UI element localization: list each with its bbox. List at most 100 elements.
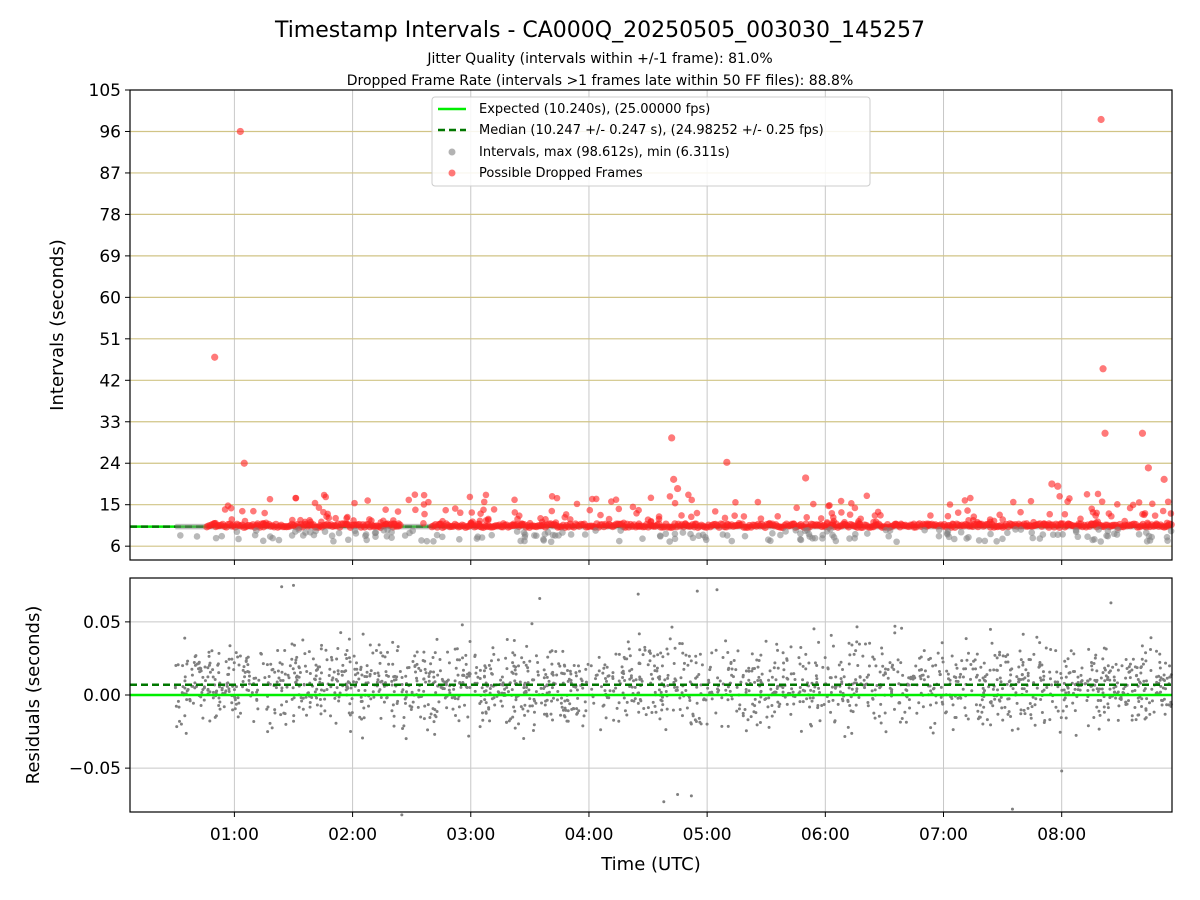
residual-point bbox=[945, 669, 949, 673]
residual-point bbox=[871, 655, 875, 659]
residual-point bbox=[1152, 710, 1156, 714]
residual-point bbox=[279, 713, 283, 717]
residual-point bbox=[441, 687, 445, 691]
residual-point bbox=[555, 673, 559, 677]
residual-point bbox=[776, 648, 780, 652]
residual-point bbox=[483, 698, 487, 702]
residual-point bbox=[1050, 700, 1054, 704]
residual-point bbox=[939, 695, 943, 699]
residual-point bbox=[391, 662, 395, 666]
residual-point bbox=[786, 677, 790, 681]
residual-point bbox=[1160, 698, 1164, 702]
residual-point bbox=[675, 685, 679, 689]
residual-point bbox=[557, 662, 561, 666]
interval-point bbox=[233, 528, 241, 536]
residual-point bbox=[291, 686, 295, 690]
residual-point bbox=[456, 697, 460, 701]
residual-point bbox=[984, 679, 988, 683]
residual-point bbox=[1088, 677, 1092, 681]
residual-point bbox=[396, 645, 400, 649]
residual-point bbox=[1145, 697, 1149, 701]
residual-point bbox=[769, 687, 773, 691]
residual-point bbox=[998, 653, 1002, 657]
residual-point bbox=[402, 715, 406, 719]
dropped-frame-point bbox=[221, 506, 229, 513]
residual-point bbox=[353, 673, 357, 677]
residual-point bbox=[247, 674, 251, 678]
residual-point bbox=[483, 664, 487, 668]
residual-point bbox=[239, 711, 243, 715]
chart-subtitle-jitter: Jitter Quality (intervals within +/-1 fr… bbox=[426, 51, 772, 67]
dropped-frame-point bbox=[678, 512, 685, 519]
residual-point bbox=[735, 685, 739, 689]
residual-point bbox=[1007, 680, 1011, 684]
residual-point bbox=[183, 714, 187, 718]
residual-point bbox=[423, 667, 427, 671]
residual-point bbox=[639, 699, 643, 703]
residual-point bbox=[426, 728, 430, 732]
residual-point bbox=[836, 702, 840, 706]
residual-point bbox=[716, 676, 720, 680]
residual-point bbox=[993, 653, 997, 657]
residual-point bbox=[482, 674, 486, 678]
residual-point bbox=[492, 696, 496, 700]
residual-point bbox=[274, 686, 278, 690]
residual-point bbox=[617, 701, 621, 705]
residual-point bbox=[511, 651, 515, 655]
interval-point bbox=[549, 531, 557, 539]
residual-point bbox=[476, 675, 480, 679]
residual-point bbox=[674, 678, 678, 682]
residual-point bbox=[1163, 679, 1167, 683]
residual-point bbox=[193, 681, 197, 685]
residual-point bbox=[482, 669, 486, 673]
dropped-frame-point bbox=[1064, 498, 1071, 505]
residual-point bbox=[646, 663, 650, 667]
residual-point bbox=[365, 664, 369, 668]
residual-point bbox=[868, 641, 872, 645]
residual-point bbox=[1092, 661, 1096, 665]
residual-point bbox=[217, 703, 221, 707]
interval-point bbox=[699, 531, 707, 539]
residual-point bbox=[1158, 652, 1162, 656]
residual-point bbox=[680, 642, 684, 646]
residual-point bbox=[603, 677, 607, 681]
dropped-frame-outlier-9 bbox=[1054, 482, 1062, 490]
residual-point bbox=[983, 674, 987, 678]
residual-point bbox=[749, 715, 753, 719]
residual-point bbox=[336, 672, 340, 676]
residual-point bbox=[206, 675, 210, 679]
residual-point bbox=[528, 704, 532, 708]
residual-point bbox=[363, 688, 367, 692]
residual-point bbox=[513, 726, 517, 730]
residual-point bbox=[332, 670, 336, 674]
residual-point bbox=[255, 690, 259, 694]
residual-point bbox=[614, 686, 618, 690]
residual-point bbox=[1045, 685, 1049, 689]
residual-point bbox=[1021, 663, 1025, 667]
residual-point bbox=[544, 699, 548, 703]
residual-point bbox=[1099, 698, 1103, 702]
residual-point bbox=[1064, 716, 1068, 720]
residual-point bbox=[484, 701, 488, 705]
residual-point bbox=[347, 637, 351, 641]
residual-point bbox=[847, 641, 851, 645]
residual-point bbox=[290, 642, 294, 646]
residual-point bbox=[233, 707, 237, 711]
residual-point bbox=[993, 697, 997, 701]
residual-point bbox=[1162, 673, 1166, 677]
residual-point bbox=[181, 664, 185, 668]
interval-point bbox=[352, 530, 360, 537]
dropped-frame-point bbox=[732, 498, 739, 506]
residual-point bbox=[559, 713, 563, 717]
residual-point bbox=[542, 686, 546, 690]
residual-point bbox=[462, 674, 466, 678]
residual-point bbox=[654, 710, 658, 714]
dropped-frame-point bbox=[420, 501, 428, 508]
residual-point bbox=[638, 675, 642, 679]
residual-point bbox=[978, 715, 982, 719]
residual-point bbox=[1138, 680, 1142, 684]
residual-point bbox=[815, 664, 819, 668]
interval-point bbox=[885, 532, 892, 540]
residual-point bbox=[863, 642, 867, 646]
residuals-xtick-label-5: 06:00 bbox=[801, 825, 850, 845]
